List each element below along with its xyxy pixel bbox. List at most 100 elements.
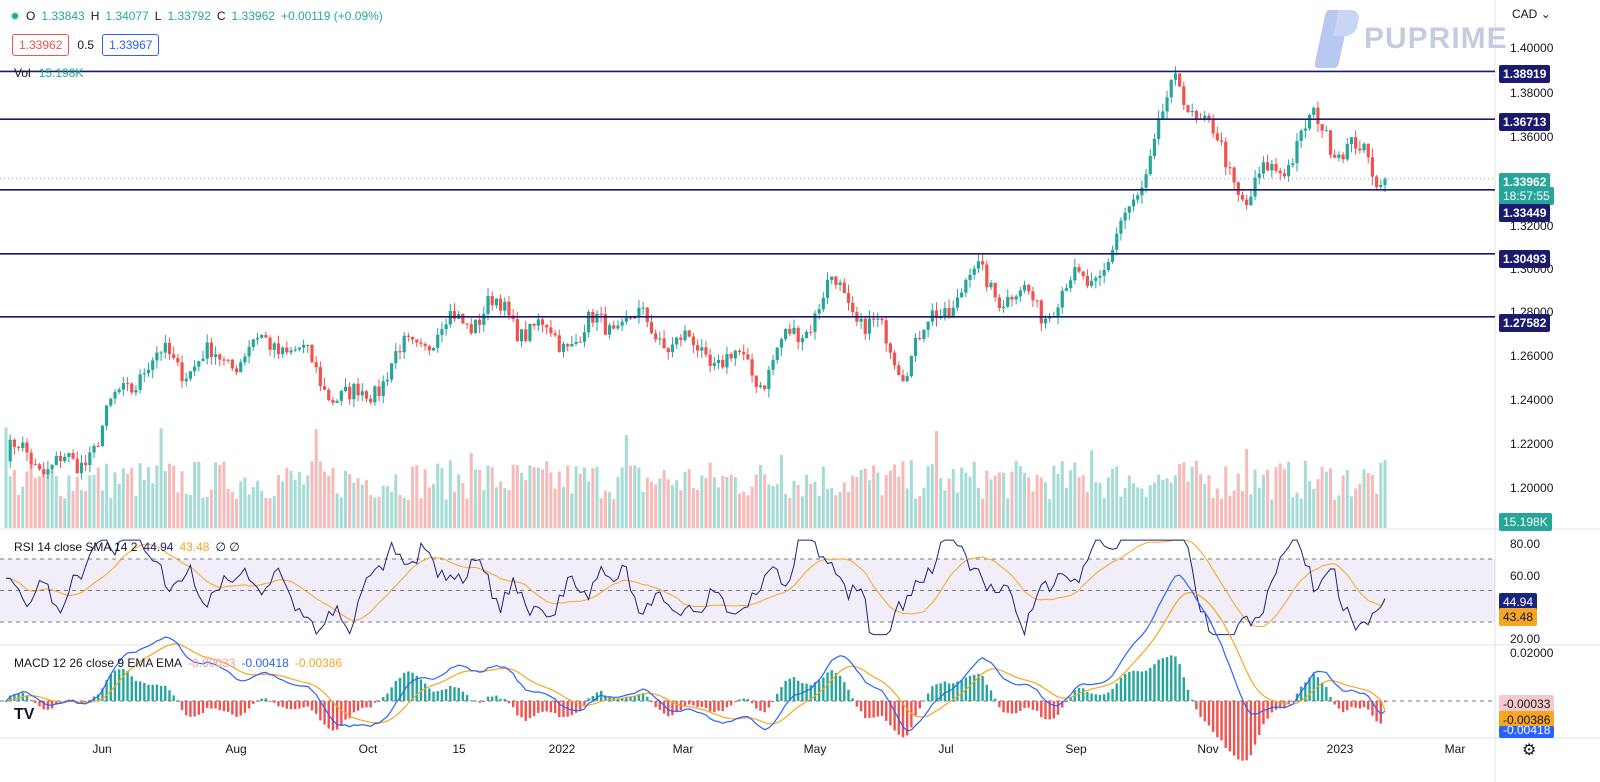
volume-bar <box>1207 474 1211 528</box>
candle-body <box>767 369 771 390</box>
price-axis-label: 1.20000 <box>1510 481 1554 495</box>
candle-body <box>67 453 71 457</box>
macd-histogram-bar <box>97 694 100 701</box>
price-axis-label: 1.26000 <box>1510 349 1554 363</box>
volume-bar <box>243 477 247 528</box>
candle-body <box>1131 199 1136 207</box>
candle-body <box>934 310 939 319</box>
buy-button[interactable]: 1.33967 <box>102 34 160 56</box>
volume-bar <box>117 483 121 528</box>
volume-bar <box>264 497 268 528</box>
candle-body <box>469 324 473 334</box>
volume-bar <box>893 464 897 528</box>
sell-button[interactable]: 1.33962 <box>12 34 70 56</box>
candle-body <box>1224 141 1228 168</box>
macd-histogram-bar <box>981 675 984 701</box>
macd-histogram-bar <box>587 698 590 701</box>
macd-histogram-bar <box>1140 671 1144 701</box>
volume-bar <box>914 498 918 528</box>
macd-histogram-bar <box>696 701 699 708</box>
candle-body <box>658 338 662 340</box>
candle-body <box>607 325 612 335</box>
candle-body <box>1144 174 1148 188</box>
volume-bar <box>473 469 477 528</box>
volume-bar <box>1224 466 1228 528</box>
gear-icon[interactable]: ⚙ <box>1522 742 1537 759</box>
volume-bar <box>71 491 75 528</box>
macd-histogram-bar <box>461 691 465 701</box>
macd-histogram-bar <box>570 701 574 716</box>
candle-body <box>1324 130 1328 132</box>
volume-bar <box>603 490 607 528</box>
volume-bar <box>260 490 264 528</box>
macd-histogram-bar <box>901 701 905 738</box>
candle-body <box>1362 143 1366 151</box>
volume-bar <box>1295 492 1299 528</box>
tradingview-logo-icon[interactable]: TV <box>14 706 35 723</box>
macd-histogram-bar <box>796 680 800 701</box>
volume-bar <box>38 476 42 528</box>
volume-bar <box>708 462 712 528</box>
macd-histogram-bar <box>235 701 238 717</box>
candle-body <box>566 343 570 347</box>
volume-bar <box>557 471 561 528</box>
candle-body <box>339 391 343 401</box>
macd-histogram-bar <box>721 701 724 712</box>
macd-histogram-bar <box>1023 701 1026 708</box>
volume-bar <box>612 499 616 528</box>
candle-body <box>37 464 42 470</box>
macd-histogram-bar <box>474 700 477 702</box>
candle-body <box>1056 307 1060 317</box>
volume-bar <box>930 464 934 528</box>
macd-histogram-bar <box>1207 701 1211 726</box>
rsi-axis-label: 80.00 <box>1510 537 1541 551</box>
macd-histogram-bar <box>134 680 138 701</box>
macd-histogram-bar <box>432 691 435 701</box>
currency-selector[interactable]: CAD ⌄ <box>1512 7 1551 21</box>
rsi-sma-line <box>5 539 1386 627</box>
candle-body <box>452 311 457 319</box>
macd-histogram-bar <box>838 675 842 701</box>
volume-bar <box>155 465 159 528</box>
macd-histogram-bar <box>1014 701 1018 714</box>
macd-histogram-bar <box>880 701 884 716</box>
candle-body <box>695 345 700 351</box>
volume-bar <box>1261 475 1265 528</box>
candle-body <box>12 439 16 448</box>
macd-histogram-bar <box>285 701 289 709</box>
candle-body <box>1027 284 1031 292</box>
volume-bar <box>1102 498 1106 528</box>
macd-histogram-bar <box>436 691 439 701</box>
support-tag: 1.30493 <box>1499 250 1551 268</box>
macd-histogram-bar <box>1019 701 1022 711</box>
macd-histogram-bar <box>239 701 242 716</box>
candle-body <box>1316 107 1320 125</box>
candle-body <box>213 354 218 358</box>
candle-body <box>1110 249 1115 263</box>
macd-signal-line <box>5 591 1386 725</box>
volume-value: 15.198K <box>38 66 84 80</box>
candle-body <box>1211 119 1215 134</box>
candle-body <box>461 314 465 324</box>
volume-tag: 15.198K <box>1499 513 1552 531</box>
volume-bar <box>541 469 545 528</box>
macd-histogram-bar <box>650 701 653 703</box>
candle-body <box>955 297 960 308</box>
volume-bar <box>989 479 993 528</box>
x-axis-label: 2023 <box>1326 742 1354 756</box>
volume-bar <box>490 467 494 528</box>
candle-body <box>1232 167 1236 183</box>
candle-body <box>1375 176 1379 188</box>
price-axis-label: 1.22000 <box>1510 437 1554 451</box>
candle-body <box>1123 212 1127 221</box>
volume-bar <box>616 476 620 528</box>
volume-bar <box>457 474 461 528</box>
candle-body <box>444 324 448 330</box>
candle-body <box>1245 199 1249 206</box>
volume-bar <box>880 495 884 528</box>
volume-bar <box>1157 474 1161 528</box>
candle-body <box>750 359 754 376</box>
volume-bar <box>1316 479 1320 528</box>
candle-body <box>1178 73 1182 87</box>
